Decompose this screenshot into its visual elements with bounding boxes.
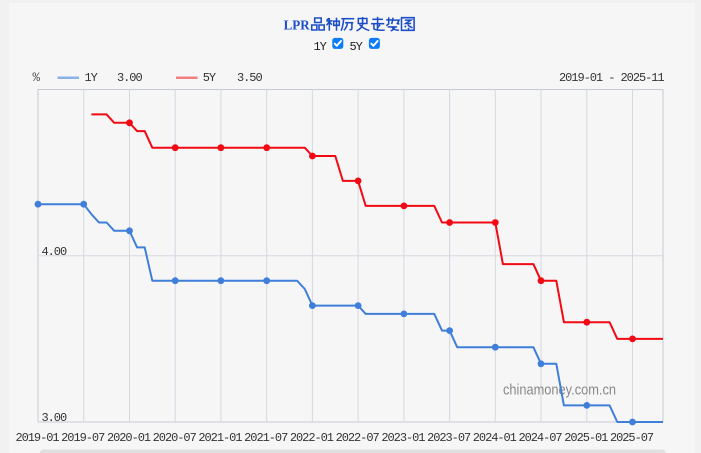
svg-text:3.00: 3.00 — [42, 411, 67, 425]
svg-text:3.00: 3.00 — [117, 71, 142, 85]
svg-text:2024-07: 2024-07 — [518, 431, 562, 445]
svg-text:3.50: 3.50 — [237, 71, 262, 85]
svg-text:2025-01: 2025-01 — [564, 431, 608, 445]
svg-text:2023-01: 2023-01 — [381, 431, 425, 445]
svg-text:2024-01: 2024-01 — [473, 431, 517, 445]
svg-text:1Y: 1Y — [85, 71, 98, 85]
svg-text:chinamoney.com.cn: chinamoney.com.cn — [503, 382, 616, 399]
svg-text:4.00: 4.00 — [42, 245, 67, 259]
svg-text:2021-07: 2021-07 — [244, 431, 288, 445]
svg-text:2022-01: 2022-01 — [290, 431, 334, 445]
svg-text:2019-01 - 2025-11: 2019-01 - 2025-11 — [559, 71, 664, 85]
svg-text:5Y: 5Y — [350, 40, 363, 54]
svg-text:2021-01: 2021-01 — [198, 431, 242, 445]
svg-text:5Y: 5Y — [203, 71, 216, 85]
svg-text:2025-07: 2025-07 — [610, 431, 654, 445]
svg-text:LPR: LPR — [284, 18, 311, 33]
svg-text:%: % — [33, 71, 41, 85]
svg-text:2020-07: 2020-07 — [153, 431, 197, 445]
svg-text:2020-01: 2020-01 — [107, 431, 151, 445]
svg-text:2023-07: 2023-07 — [427, 431, 471, 445]
svg-text:2019-07: 2019-07 — [61, 431, 105, 445]
svg-text:2019-01: 2019-01 — [15, 431, 59, 445]
svg-text:1Y: 1Y — [314, 40, 327, 54]
svg-text:2022-07: 2022-07 — [336, 431, 380, 445]
